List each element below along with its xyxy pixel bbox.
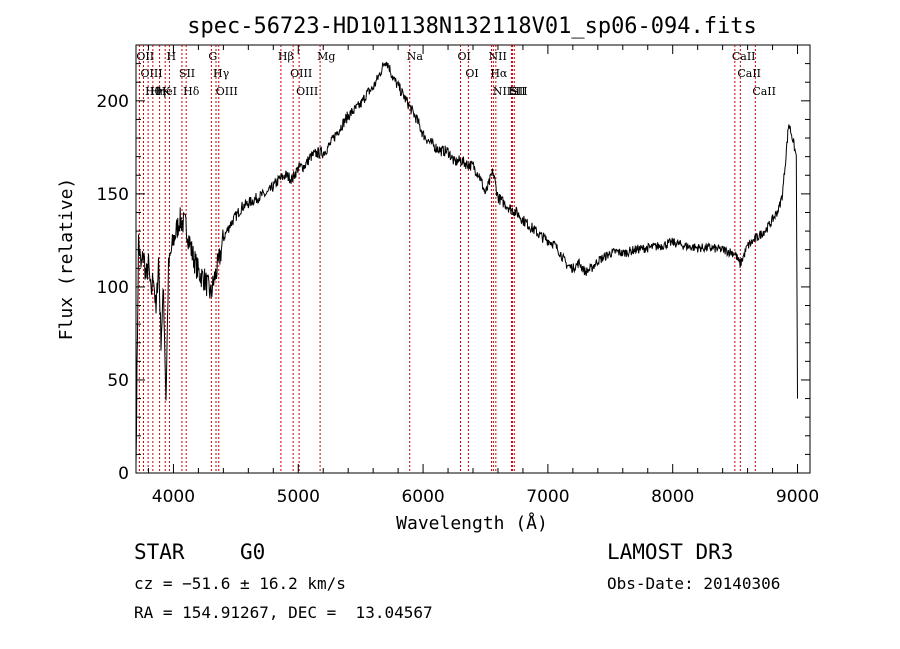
x-tick-label: 7000 [526,487,569,507]
x-axis: 4000 5000 6000 7000 8000 9000 [147,45,819,507]
spectral-line-label: Hγ [213,67,230,80]
spectral-line-label: OI [458,50,471,63]
x-tick-label: 6000 [401,487,444,507]
x-tick-label: 5000 [277,487,320,507]
spectral-line-label: Hα [490,67,508,80]
spectrum-line [135,61,798,464]
spectral-line-label: Na [407,50,424,63]
spectral-line-label: OIII [216,85,238,98]
spectral-line-label: SII [179,67,195,80]
spectral-line-label: OI [465,67,478,80]
y-axis: 0 50 100 150 200 [97,44,810,484]
spectral-line-markers [138,45,756,473]
subclass: G0 [240,540,266,564]
y-tick-label: 200 [97,92,129,112]
spectral-line-label: OIII [296,85,318,98]
spectral-line-label: OII [136,50,154,63]
spectral-line-label: CaII [752,85,776,98]
spectral-line-label: Hθ [145,85,162,98]
y-tick-label: 50 [107,371,129,391]
spectral-line-label: NII [493,85,511,98]
spectral-line-label: CaII [737,67,761,80]
y-axis-label: Flux (relative) [56,178,77,341]
y-tick-label: 0 [118,464,129,484]
spectral-line-label: H [166,50,176,63]
y-tick-label: 150 [97,185,129,205]
coordinates: RA = 154.91267, DEC = 13.04567 [134,603,433,622]
x-tick-label: 4000 [152,487,195,507]
spectral-line-label: SII [509,85,525,98]
object-class: STAR [134,540,185,564]
spectral-line-label: SII [511,85,527,98]
x-axis-label: Wavelength (Å) [396,512,548,534]
spectral-line-label: NII [488,50,506,63]
chart-title: spec-56723-HD101138N132118V01_sp06-094.f… [187,14,757,39]
spectral-line-label: CaII [732,50,756,63]
x-tick-label: 9000 [776,487,819,507]
survey-name: LAMOST DR3 [607,540,734,564]
spectral-line-label: Hβ [278,50,294,63]
spectral-line-label: OIII [290,67,312,80]
plot-frame [135,44,811,474]
spectral-line-label: Hη [150,85,166,98]
spectral-line-label: OIII [140,67,162,80]
x-tick-label: 8000 [651,487,694,507]
spectral-line-label: K [162,85,171,98]
spectral-line-label: Hδ [183,85,200,98]
velocity-readout: cz = −51.6 ± 16.2 km/s [134,574,346,593]
spectral-line-label: Li [508,85,519,98]
spectral-line-label: G [208,50,217,63]
spectral-line-label: Mg [317,50,335,63]
spectral-line-label: HeI [157,85,177,98]
y-tick-label: 100 [97,278,129,298]
spectral-line-labels: OIIOIIIHθHηHeIKHSIIHδGHγOIIIHβOIIIOIIIMg… [136,50,776,98]
obs-date: Obs-Date: 20140306 [607,574,781,593]
